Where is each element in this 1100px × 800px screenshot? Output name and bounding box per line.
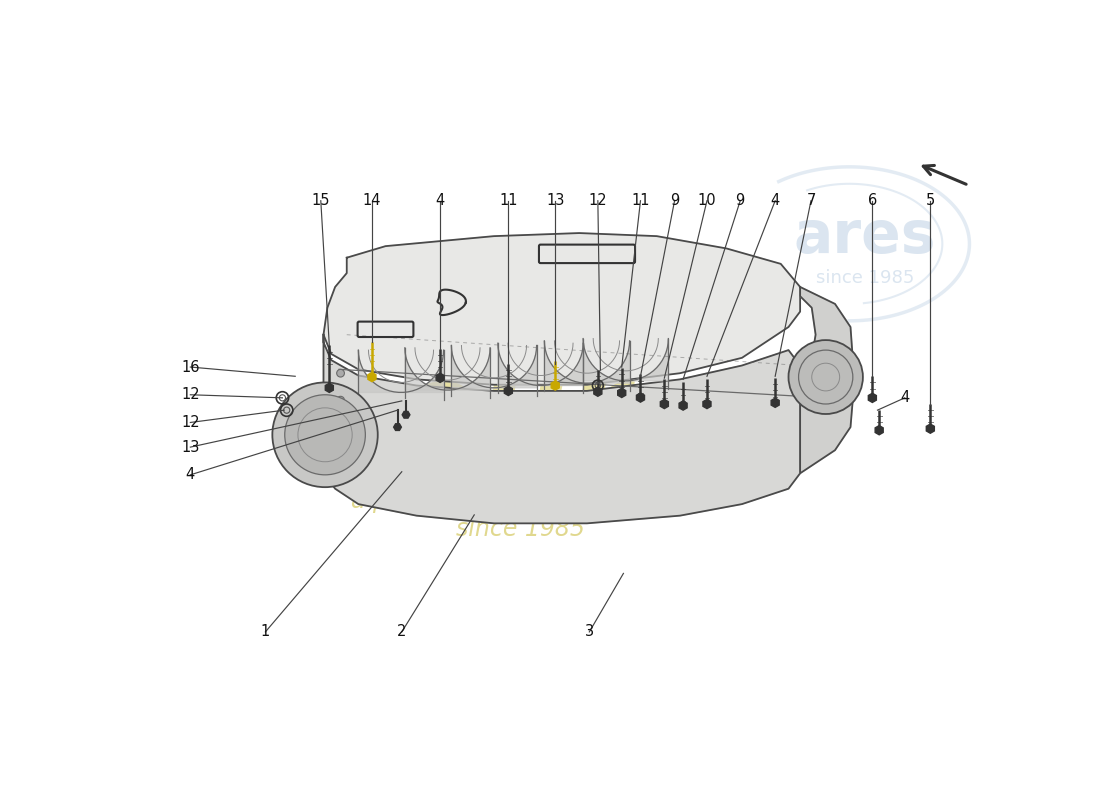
Polygon shape	[451, 346, 537, 388]
Text: 4: 4	[770, 194, 780, 208]
Polygon shape	[403, 411, 410, 418]
Text: ares: ares	[793, 208, 936, 265]
Polygon shape	[359, 350, 443, 393]
Polygon shape	[660, 399, 669, 409]
Polygon shape	[926, 424, 934, 434]
Circle shape	[337, 396, 344, 404]
Text: 4: 4	[900, 390, 910, 406]
Text: 9: 9	[736, 194, 745, 208]
Circle shape	[273, 382, 377, 487]
Text: 12: 12	[182, 415, 200, 430]
Text: 11: 11	[631, 194, 650, 208]
Polygon shape	[326, 383, 333, 393]
Text: 9: 9	[670, 194, 679, 208]
Polygon shape	[618, 388, 626, 398]
Text: 14: 14	[363, 194, 382, 208]
Text: 4: 4	[186, 467, 195, 482]
Polygon shape	[703, 399, 711, 409]
Polygon shape	[771, 398, 779, 407]
Polygon shape	[405, 348, 491, 390]
Text: 3: 3	[585, 625, 594, 639]
Text: 15: 15	[311, 194, 330, 208]
Text: 10: 10	[697, 194, 716, 208]
Text: 5: 5	[926, 194, 935, 208]
Polygon shape	[637, 393, 645, 402]
Polygon shape	[323, 334, 800, 523]
Text: since 1985: since 1985	[815, 270, 914, 287]
Polygon shape	[868, 394, 877, 402]
Polygon shape	[594, 387, 602, 396]
Text: 13: 13	[546, 194, 564, 208]
Text: 7: 7	[806, 194, 816, 208]
Circle shape	[337, 423, 344, 431]
Circle shape	[789, 340, 862, 414]
Polygon shape	[551, 381, 559, 390]
Polygon shape	[800, 287, 855, 474]
Polygon shape	[394, 424, 402, 430]
Polygon shape	[504, 386, 513, 395]
Text: a passion for motoring
              since 1985: a passion for motoring since 1985	[351, 489, 618, 541]
Polygon shape	[367, 373, 376, 382]
Polygon shape	[544, 341, 629, 383]
Circle shape	[285, 394, 365, 475]
Polygon shape	[498, 343, 583, 386]
Polygon shape	[876, 426, 883, 435]
Circle shape	[337, 370, 344, 377]
Text: 6: 6	[868, 194, 877, 208]
Text: 13: 13	[182, 440, 199, 454]
Text: 12: 12	[182, 387, 200, 402]
Text: 4: 4	[436, 194, 444, 208]
Polygon shape	[436, 373, 444, 382]
Polygon shape	[583, 338, 669, 381]
Text: 2: 2	[397, 625, 407, 639]
Text: 11: 11	[499, 194, 518, 208]
Text: 1: 1	[261, 625, 270, 639]
Text: europ: europ	[394, 356, 804, 477]
Text: 12: 12	[588, 194, 607, 208]
Text: 16: 16	[182, 359, 199, 374]
Polygon shape	[679, 401, 688, 410]
Polygon shape	[323, 233, 800, 385]
